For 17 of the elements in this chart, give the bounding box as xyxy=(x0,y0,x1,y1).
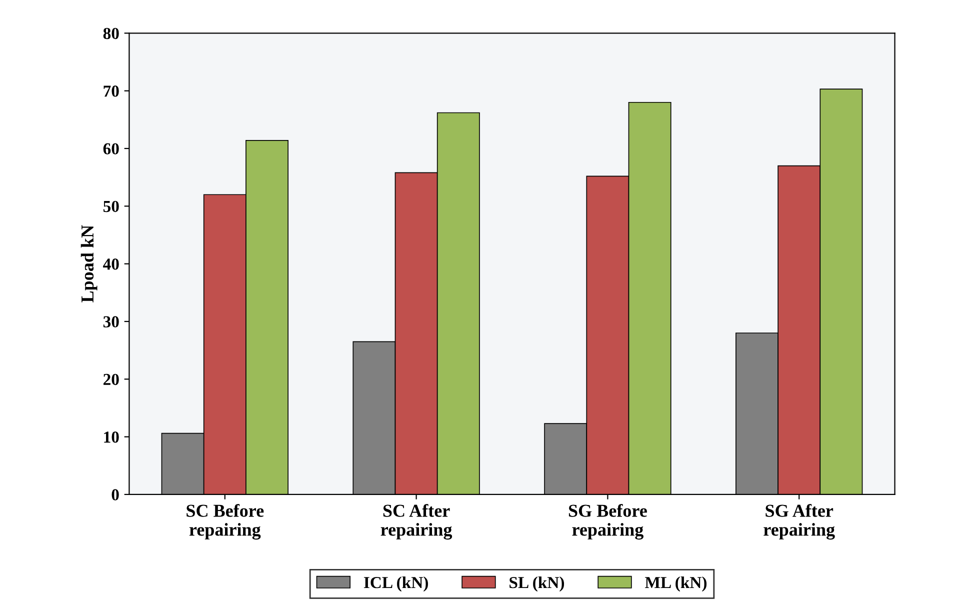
y-tick-label: 80 xyxy=(103,28,119,40)
y-tick-label: 20 xyxy=(104,374,119,386)
y-tick-label: 30 xyxy=(103,316,119,328)
y-axis-title: Lpoad kN xyxy=(80,225,98,302)
y-tick-label: 40 xyxy=(103,258,119,270)
legend-label: ML (kN) xyxy=(645,576,707,592)
legend-label: ICL (kN) xyxy=(364,576,428,592)
x-tick-label: SC After repairing xyxy=(380,504,452,540)
y-tick-label: 50 xyxy=(103,200,119,212)
x-tick-label: SG After repairing xyxy=(764,504,835,540)
y-tick-label: 70 xyxy=(104,86,119,97)
x-tick-label: SG Before repairing xyxy=(568,504,647,540)
x-tick-label: SC Before repairing xyxy=(186,504,264,540)
y-tick-label: 60 xyxy=(103,143,119,154)
legend-label: SL (kN) xyxy=(510,576,564,592)
y-tick-label: 0 xyxy=(112,489,119,500)
y-tick-label: 10 xyxy=(104,431,119,443)
